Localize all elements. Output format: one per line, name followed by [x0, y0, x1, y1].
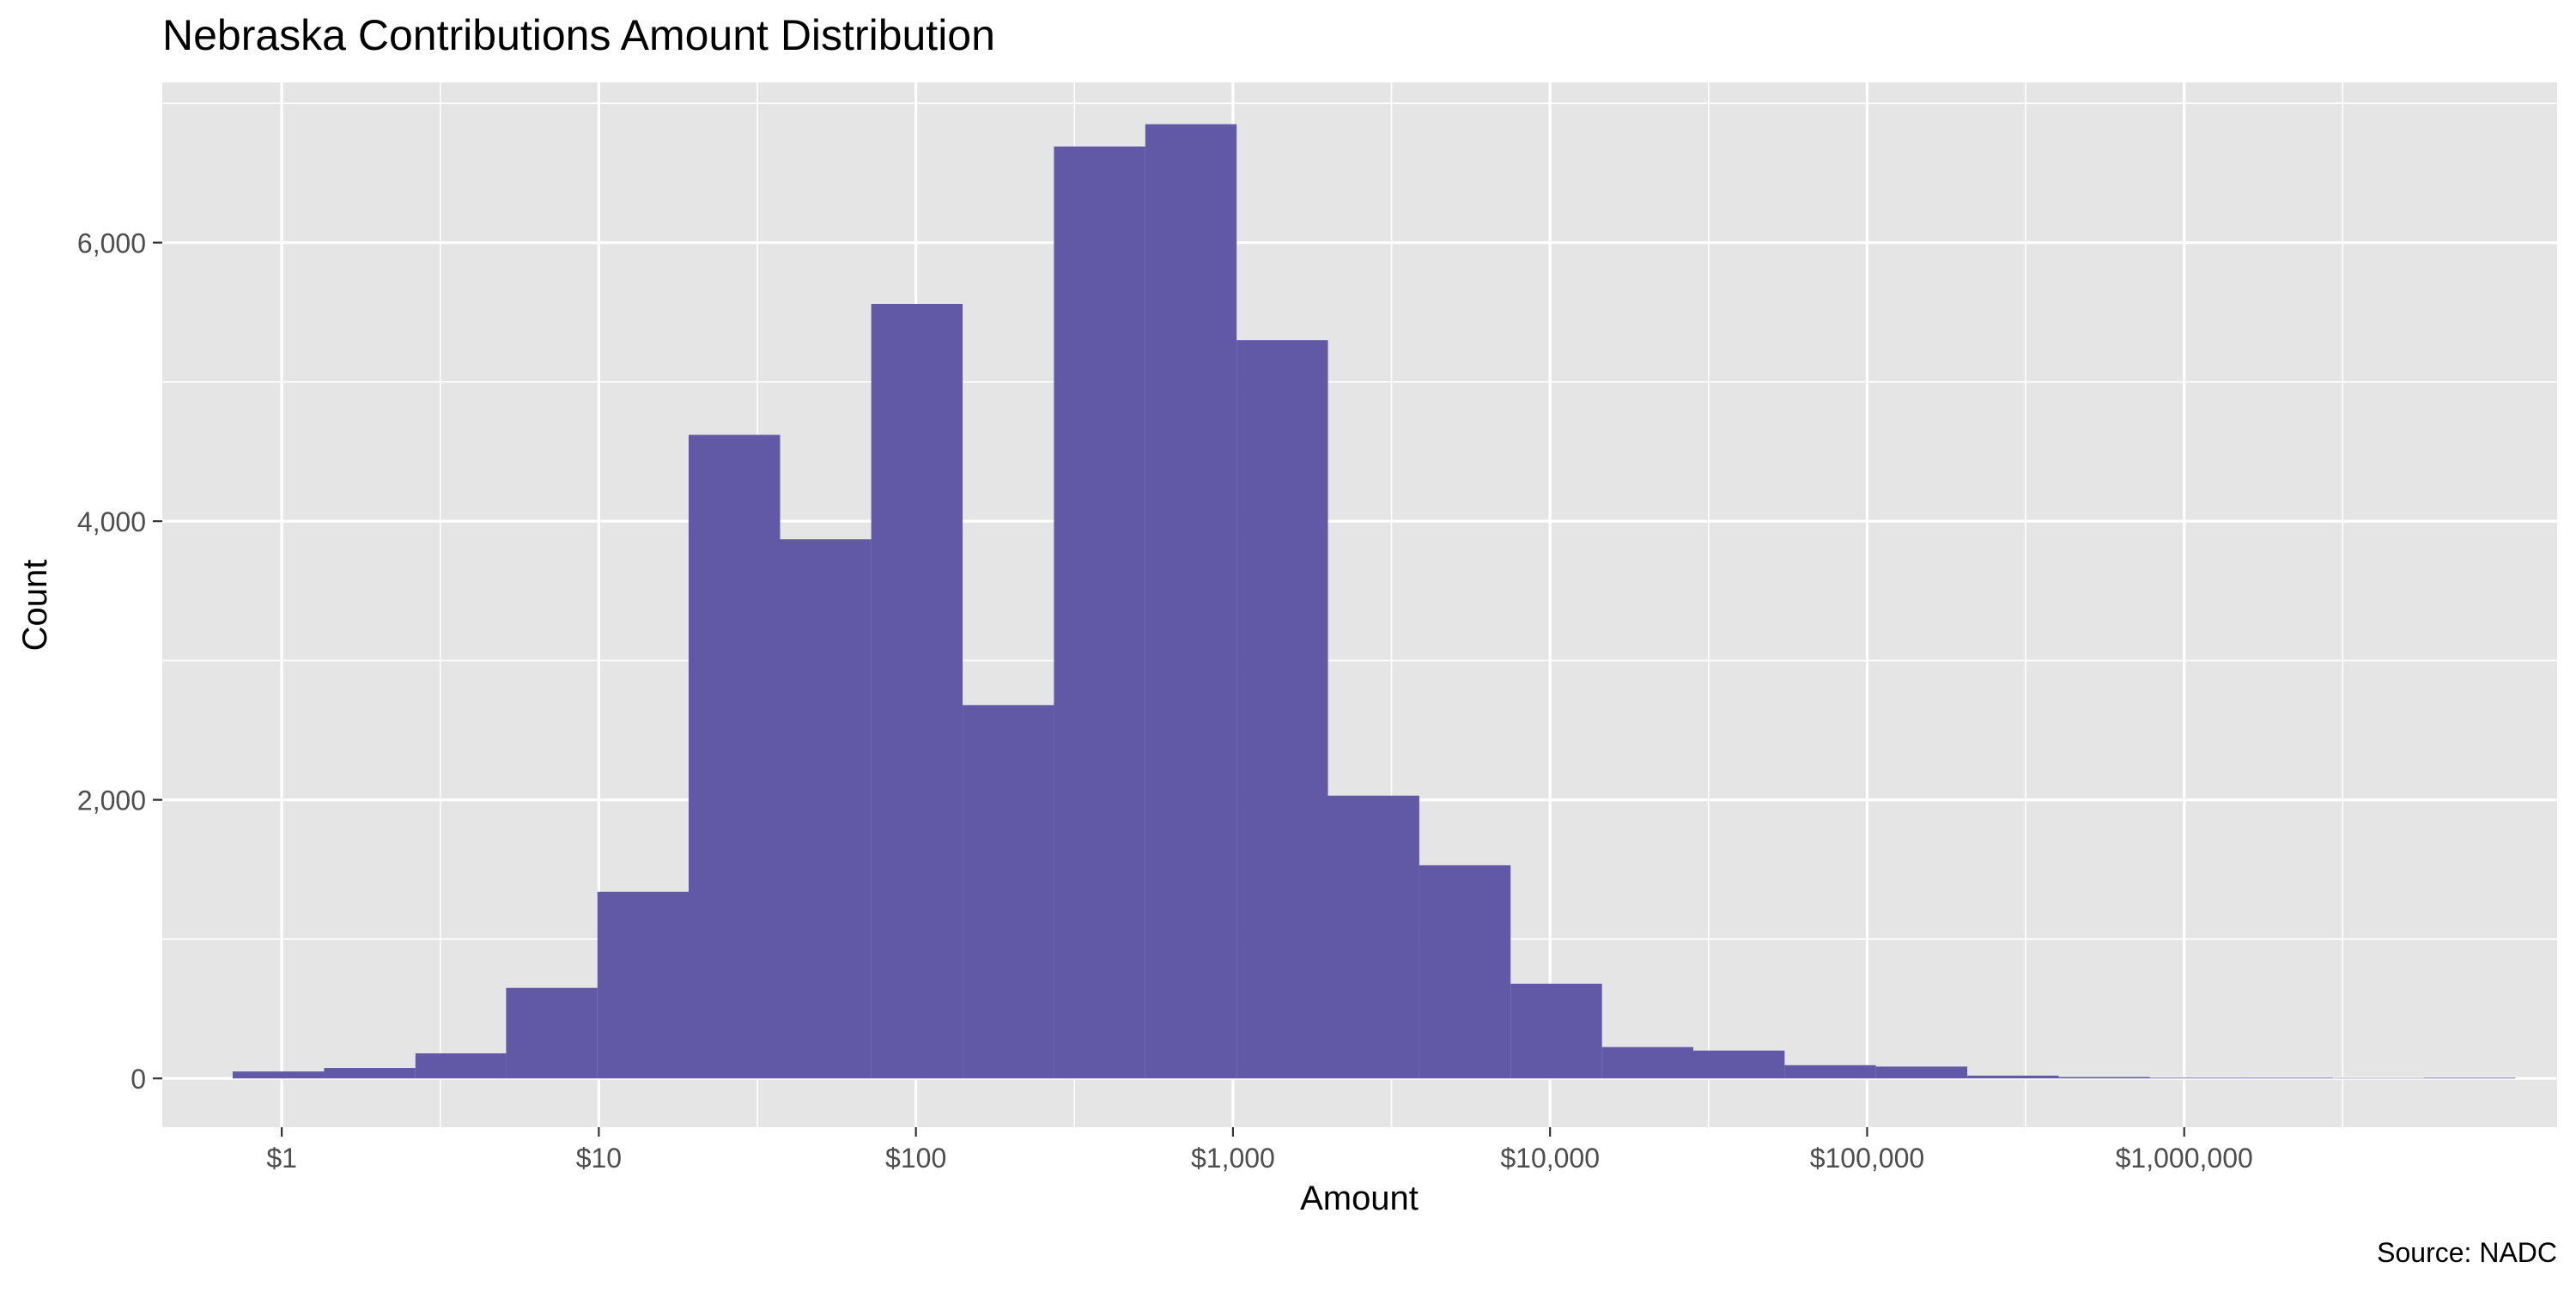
histogram-bar [324, 1068, 415, 1078]
y-axis-label: Count [16, 560, 54, 652]
x-tick-label: $100 [885, 1143, 946, 1174]
histogram-bar [1784, 1065, 1875, 1078]
histogram-bar [2150, 1077, 2241, 1078]
x-tick-label: $1 [266, 1143, 297, 1174]
histogram-bar [689, 435, 780, 1079]
histogram-bar [2059, 1077, 2150, 1079]
histogram-bar [598, 892, 689, 1078]
histogram-bar [416, 1053, 507, 1078]
histogram-bar [1419, 865, 1510, 1078]
histogram-bar [1602, 1047, 1693, 1079]
histogram-bar [1328, 796, 1419, 1078]
histogram-bar [2424, 1077, 2515, 1078]
histogram-bar [1145, 124, 1236, 1079]
histogram-bar [1967, 1076, 2058, 1078]
histogram-bar [963, 705, 1054, 1078]
histogram-bar [1510, 984, 1601, 1078]
histogram-bar [872, 304, 963, 1078]
histogram-bar [780, 539, 871, 1078]
x-tick-label: $1,000 [1191, 1143, 1275, 1174]
histogram-bar [1236, 340, 1327, 1078]
histogram-bar [506, 988, 597, 1078]
y-tick-label: 4,000 [77, 506, 146, 537]
x-tick-label: $100,000 [1810, 1143, 1924, 1174]
x-tick-label: $10 [576, 1143, 622, 1174]
x-tick-label: $1,000,000 [2116, 1143, 2253, 1174]
histogram-bar [1876, 1066, 1967, 1078]
y-tick-label: 6,000 [77, 228, 146, 259]
histogram-bar [1693, 1051, 1784, 1078]
chart-title: Nebraska Contributions Amount Distributi… [162, 11, 995, 59]
y-tick-label: 0 [131, 1064, 146, 1095]
y-tick-label: 2,000 [77, 786, 146, 816]
x-axis-label: Amount [1300, 1180, 1419, 1217]
chart-caption: Source: NADC [2377, 1237, 2557, 1268]
x-tick-label: $10,000 [1500, 1143, 1600, 1174]
histogram-bar [1054, 147, 1145, 1079]
histogram-bar [233, 1071, 325, 1078]
histogram-bar [2241, 1077, 2332, 1078]
